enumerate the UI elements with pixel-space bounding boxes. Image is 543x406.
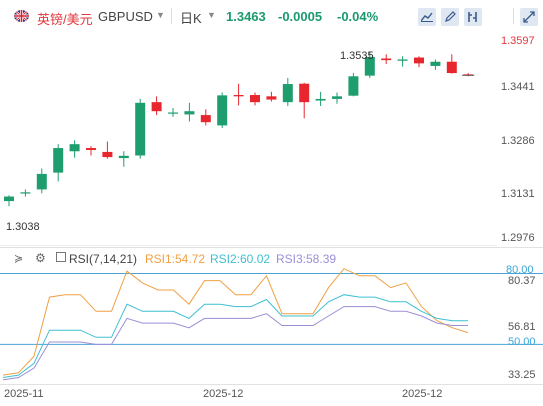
- candle-body: [250, 95, 260, 103]
- candle-body: [266, 96, 277, 100]
- candle-body: [20, 192, 31, 194]
- price-axis-label: 1.2976: [501, 232, 535, 244]
- candle-body: [53, 148, 64, 173]
- candle-body: [168, 112, 178, 114]
- header-divider: [171, 8, 172, 24]
- candle-body: [102, 151, 113, 158]
- high-marker-label: 1.3535: [340, 50, 374, 62]
- candle-body: [135, 102, 146, 156]
- price-axis-label: 1.3131: [501, 188, 535, 200]
- candle-body: [36, 173, 47, 190]
- symbol-selector[interactable]: GBPUSD: [98, 9, 153, 24]
- candle-body: [217, 95, 228, 126]
- candle-body: [381, 58, 392, 61]
- timeframe-selector[interactable]: 日K: [180, 11, 202, 26]
- candle-body: [397, 59, 408, 61]
- price-axis-top-label: 1.3597: [501, 35, 535, 47]
- candle-body: [446, 61, 457, 74]
- price-axis-label: 1.3441: [501, 81, 535, 93]
- rsi-axis-label: 56.81: [508, 321, 536, 333]
- rsi-series-line-rsi3: [2, 306, 468, 381]
- last-price: 1.3463: [226, 9, 266, 24]
- candle-body: [200, 115, 211, 123]
- candle-body: [233, 95, 244, 97]
- uk-flag-icon: [14, 10, 29, 22]
- rsi-series-line-rsi2: [2, 294, 468, 378]
- price-change: -0.0005: [278, 9, 323, 24]
- symbol-dropdown-icon[interactable]: ▼: [156, 10, 165, 20]
- price-axis-label: 1.3286: [501, 135, 535, 147]
- candle-body: [414, 57, 424, 64]
- candle-body: [430, 61, 441, 66]
- candle-body: [315, 98, 326, 101]
- rsi-axis-label: 80.37: [508, 275, 536, 287]
- indicator-toggle-icon[interactable]: [56, 252, 66, 262]
- rsi-ref-80-label: 80.00: [506, 264, 534, 276]
- rsi3-value: RSI3:58.39: [276, 252, 337, 266]
- draw-icon[interactable]: [441, 8, 459, 26]
- time-axis-label: 2025-12: [402, 388, 443, 400]
- candle-body: [282, 84, 293, 103]
- fullscreen-icon[interactable]: [520, 8, 538, 26]
- candle-body: [332, 96, 342, 99]
- candle-body: [364, 56, 375, 76]
- chart-type-icon[interactable]: [418, 8, 436, 26]
- time-axis: 2025-11 2025-12 2025-12: [0, 384, 543, 406]
- rsi-ref-50-label: 50.00: [508, 336, 536, 348]
- candle-body: [86, 148, 96, 150]
- low-marker-label: 1.3038: [6, 221, 40, 233]
- price-axis: 1.3597 1.3441 1.3286 1.3131 1.2976: [497, 32, 543, 246]
- candle-body: [299, 83, 310, 103]
- price-change-percent: -0.04%: [337, 9, 379, 24]
- time-axis-label: 2025-12: [203, 388, 244, 400]
- rsi-axis-label: 33.25: [508, 369, 536, 381]
- candle-body: [348, 76, 359, 96]
- chart-header: 英镑/美元 GBPUSD ▼ 日K ▼ 1.3463 -0.0005 -0.04…: [0, 0, 543, 32]
- candle-body: [4, 196, 14, 202]
- toolbar-divider: [513, 8, 514, 24]
- indicator-icon[interactable]: [464, 8, 482, 26]
- rsi-indicator-name[interactable]: RSI(7,14,21): [69, 252, 138, 266]
- rsi2-value: RSI2:60.02: [210, 252, 271, 266]
- pair-name[interactable]: 英镑/美元: [37, 12, 93, 27]
- candlestick-chart[interactable]: [0, 32, 497, 246]
- time-axis-label: 2025-11: [4, 388, 44, 400]
- rsi-series-line-rsi1: [2, 268, 469, 376]
- candle-body: [69, 144, 80, 152]
- gear-icon[interactable]: ⚙: [35, 251, 46, 265]
- rsi-chart[interactable]: [0, 264, 543, 384]
- rsi-indicator-bar: ≽ ⚙ RSI(7,14,21) RSI1:54.72 RSI2:60.02 R…: [0, 247, 543, 269]
- candle-body: [118, 155, 129, 159]
- candle-body: [184, 111, 195, 115]
- collapse-icon[interactable]: ≽: [14, 253, 24, 265]
- candle-body: [151, 102, 162, 112]
- rsi1-value: RSI1:54.72: [145, 252, 206, 266]
- timeframe-dropdown-icon[interactable]: ▼: [207, 10, 216, 20]
